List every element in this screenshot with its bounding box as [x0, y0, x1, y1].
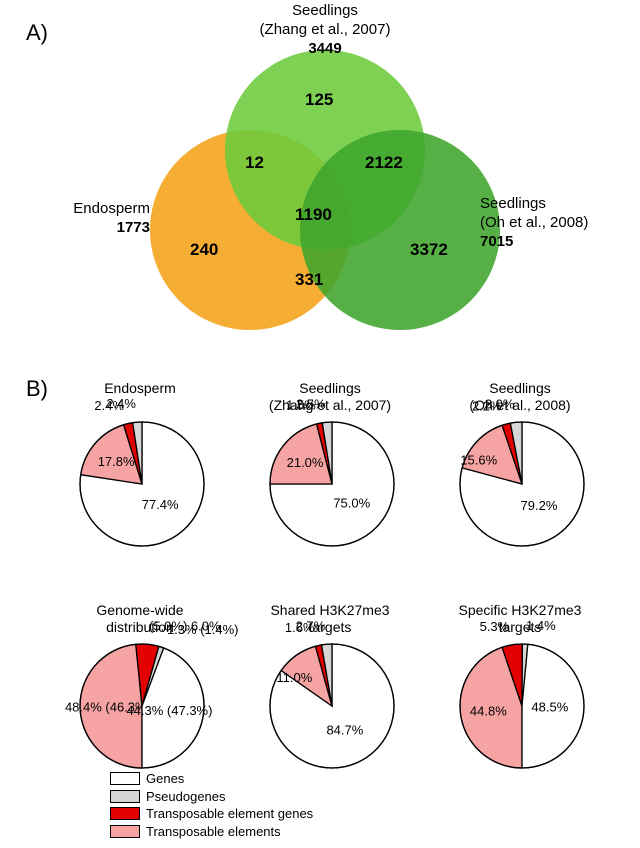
legend-label: Genes [146, 770, 184, 788]
venn-num-top-right: 2122 [365, 153, 403, 173]
pie-slice-label: 2.5% [296, 396, 326, 411]
pie-slice-label: 3.0% [485, 396, 515, 411]
legend-row: Pseudogenes [110, 788, 313, 806]
panel-b-letter: B) [26, 376, 48, 402]
venn-label-top-line2: (Zhang et al., 2007) [235, 21, 415, 40]
pie-slice-label: 2.7% [296, 618, 326, 633]
pie-slice-label: 1.4% [526, 618, 556, 633]
pie-slice-label: 5.3% [480, 619, 510, 634]
pie-row: Endosperm77.4%17.8%2.4%2.4%Seedlings(Zha… [50, 380, 610, 588]
pie-slice-label: 17.8% [98, 454, 135, 469]
legend-label: Transposable elements [146, 823, 281, 841]
pie-slice-label: 44.8% [470, 704, 507, 719]
pie-cell: Seedlings(Oh et al., 2008)79.2%15.6%2.2%… [430, 380, 610, 588]
venn-num-left-right: 331 [295, 270, 323, 290]
legend-row: Transposable elements [110, 823, 313, 841]
venn-label-left-total: 1773 [30, 219, 150, 238]
pie-slice-label: 11.0% [276, 670, 312, 685]
venn-label-right-line2: (Oh et al., 2008) [480, 214, 630, 233]
legend-swatch [110, 790, 140, 803]
pie-slice-label: 21.0% [287, 455, 324, 470]
pie-title: Shared H3K27me3targets [240, 602, 420, 636]
pie-slice-label: 84.7% [326, 723, 363, 738]
venn-num-left: 240 [190, 240, 218, 260]
venn-label-right: Seedlings (Oh et al., 2008) 7015 [480, 195, 630, 251]
venn-num-right: 3372 [410, 240, 448, 260]
pie-slice-label: 77.4% [142, 497, 179, 512]
pie-title: Seedlings(Zhang et al., 2007) [240, 380, 420, 414]
venn-label-right-total: 7015 [480, 233, 630, 252]
legend: GenesPseudogenesTransposable element gen… [110, 770, 313, 840]
venn-label-top-line1: Seedlings [235, 2, 415, 21]
legend-label: Transposable element genes [146, 805, 313, 823]
venn-num-top-left: 12 [245, 153, 264, 173]
pie-chart: 79.2%15.6%2.2%3.0% [430, 418, 614, 588]
venn-svg [100, 30, 540, 350]
venn-label-left-line1: Endosperm [30, 200, 150, 219]
legend-label: Pseudogenes [146, 788, 226, 806]
pie-slice-label: 48.5% [531, 699, 568, 714]
pie-slice-label: 44.3% (47.3%) [126, 703, 212, 718]
pie-slice-label: 79.2% [521, 498, 558, 513]
legend-swatch [110, 772, 140, 785]
venn-label-top: Seedlings (Zhang et al., 2007) 3449 [235, 2, 415, 58]
pie-title: Seedlings(Oh et al., 2008) [430, 380, 610, 414]
pie-cell: Seedlings(Zhang et al., 2007)75.0%21.0%1… [240, 380, 420, 588]
venn-num-center: 1190 [295, 205, 332, 225]
legend-swatch [110, 825, 140, 838]
pie-chart: 77.4%17.8%2.4%2.4% [50, 418, 234, 588]
pie-chart: 44.8%5.3%1.4%48.5% [430, 640, 614, 810]
pie-title: Specific H3K27me3targets [430, 602, 610, 636]
pie-slice-label: 1.3% (1.4%) [167, 622, 239, 637]
venn-num-top: 125 [305, 90, 333, 110]
pie-slice-label: 15.6% [460, 453, 497, 468]
legend-row: Genes [110, 770, 313, 788]
legend-swatch [110, 807, 140, 820]
pie-cell: Endosperm77.4%17.8%2.4%2.4% [50, 380, 230, 588]
pie-slice-label: 75.0% [333, 496, 370, 511]
legend-row: Transposable element genes [110, 805, 313, 823]
pie-grid: Endosperm77.4%17.8%2.4%2.4%Seedlings(Zha… [50, 380, 610, 824]
venn-label-left: Endosperm 1773 [30, 200, 150, 238]
pie-title: Endosperm [50, 380, 230, 414]
pie-slice-label: 2.4% [106, 396, 136, 411]
pie-chart: 75.0%21.0%1.5%2.5% [240, 418, 424, 588]
venn-label-top-total: 3449 [235, 40, 415, 59]
figure-page: A) Seedlings (Zhang et al., 2007) 3449 E… [0, 0, 640, 848]
pie-cell: Specific H3K27me3targets 44.8% 5.3% 1.4% 48.… [430, 602, 610, 810]
panel-a-letter: A) [26, 20, 48, 46]
venn-diagram: Seedlings (Zhang et al., 2007) 3449 Endo… [100, 30, 540, 370]
venn-label-right-line1: Seedlings [480, 195, 630, 214]
